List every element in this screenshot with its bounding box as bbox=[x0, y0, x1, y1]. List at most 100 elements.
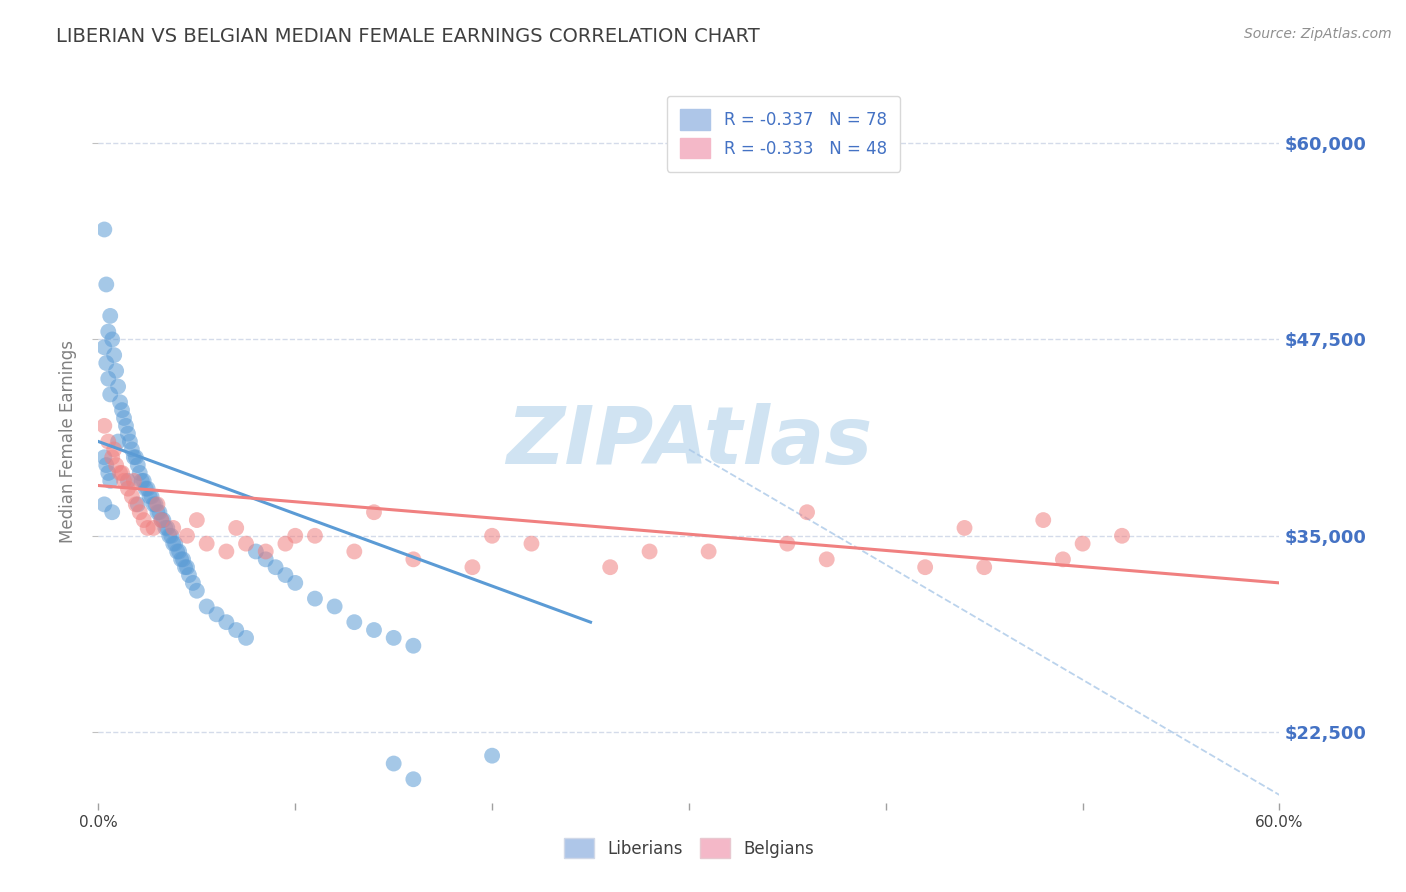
Point bbox=[101, 505, 124, 519]
Point bbox=[697, 544, 720, 558]
Point bbox=[131, 474, 153, 488]
Point bbox=[363, 505, 385, 519]
Point bbox=[953, 521, 976, 535]
Point bbox=[112, 474, 135, 488]
Point bbox=[107, 434, 129, 449]
Point bbox=[167, 544, 190, 558]
Point bbox=[162, 536, 184, 550]
Point bbox=[108, 466, 131, 480]
Point bbox=[1052, 552, 1074, 566]
Point bbox=[165, 536, 187, 550]
Point bbox=[105, 364, 128, 378]
Point bbox=[96, 458, 118, 472]
Point bbox=[245, 544, 267, 558]
Point bbox=[973, 560, 995, 574]
Point bbox=[402, 772, 425, 787]
Point bbox=[284, 575, 307, 590]
Point bbox=[146, 505, 169, 519]
Point bbox=[121, 442, 143, 457]
Point bbox=[127, 458, 149, 472]
Point bbox=[125, 497, 148, 511]
Point bbox=[117, 426, 139, 441]
Legend: Liberians, Belgians: Liberians, Belgians bbox=[555, 830, 823, 867]
Point bbox=[481, 529, 503, 543]
Point bbox=[1071, 536, 1094, 550]
Point bbox=[138, 490, 160, 504]
Point bbox=[142, 521, 165, 535]
Point bbox=[152, 513, 174, 527]
Point bbox=[122, 450, 145, 465]
Point bbox=[776, 536, 799, 550]
Point bbox=[93, 450, 115, 465]
Point bbox=[815, 552, 838, 566]
Point bbox=[225, 521, 247, 535]
Point bbox=[1032, 513, 1054, 527]
Point bbox=[195, 536, 218, 550]
Point bbox=[132, 474, 155, 488]
Point bbox=[186, 583, 208, 598]
Point bbox=[150, 513, 173, 527]
Point bbox=[136, 521, 159, 535]
Point bbox=[117, 482, 139, 496]
Point bbox=[157, 529, 180, 543]
Point bbox=[93, 222, 115, 236]
Point bbox=[101, 333, 124, 347]
Point bbox=[1111, 529, 1133, 543]
Point bbox=[254, 552, 277, 566]
Point bbox=[225, 623, 247, 637]
Point bbox=[181, 575, 204, 590]
Point bbox=[118, 434, 141, 449]
Point bbox=[264, 560, 287, 574]
Point bbox=[93, 497, 115, 511]
Point bbox=[142, 497, 165, 511]
Point bbox=[146, 497, 169, 511]
Point bbox=[97, 325, 120, 339]
Point bbox=[103, 348, 125, 362]
Point bbox=[323, 599, 346, 614]
Point bbox=[96, 277, 118, 292]
Point bbox=[382, 756, 405, 771]
Point bbox=[150, 513, 173, 527]
Point bbox=[274, 568, 297, 582]
Point bbox=[174, 560, 197, 574]
Point bbox=[195, 599, 218, 614]
Point bbox=[136, 482, 159, 496]
Point bbox=[148, 505, 170, 519]
Point bbox=[274, 536, 297, 550]
Point bbox=[638, 544, 661, 558]
Point bbox=[108, 395, 131, 409]
Point bbox=[254, 544, 277, 558]
Point bbox=[402, 552, 425, 566]
Point bbox=[177, 568, 200, 582]
Point bbox=[914, 560, 936, 574]
Point bbox=[128, 466, 150, 480]
Point bbox=[304, 591, 326, 606]
Point bbox=[97, 372, 120, 386]
Point bbox=[101, 450, 124, 465]
Point bbox=[382, 631, 405, 645]
Point bbox=[343, 544, 366, 558]
Point bbox=[160, 529, 183, 543]
Point bbox=[145, 497, 167, 511]
Point bbox=[304, 529, 326, 543]
Point bbox=[97, 434, 120, 449]
Point bbox=[235, 536, 257, 550]
Point bbox=[98, 387, 121, 401]
Point bbox=[111, 403, 134, 417]
Point bbox=[155, 521, 177, 535]
Point bbox=[93, 340, 115, 354]
Point bbox=[111, 466, 134, 480]
Point bbox=[176, 529, 198, 543]
Point bbox=[115, 418, 138, 433]
Point bbox=[103, 442, 125, 457]
Point bbox=[128, 505, 150, 519]
Point bbox=[599, 560, 621, 574]
Point bbox=[796, 505, 818, 519]
Point bbox=[141, 490, 163, 504]
Point bbox=[363, 623, 385, 637]
Point bbox=[215, 615, 238, 630]
Point bbox=[170, 552, 193, 566]
Point bbox=[235, 631, 257, 645]
Point bbox=[156, 521, 179, 535]
Point bbox=[122, 474, 145, 488]
